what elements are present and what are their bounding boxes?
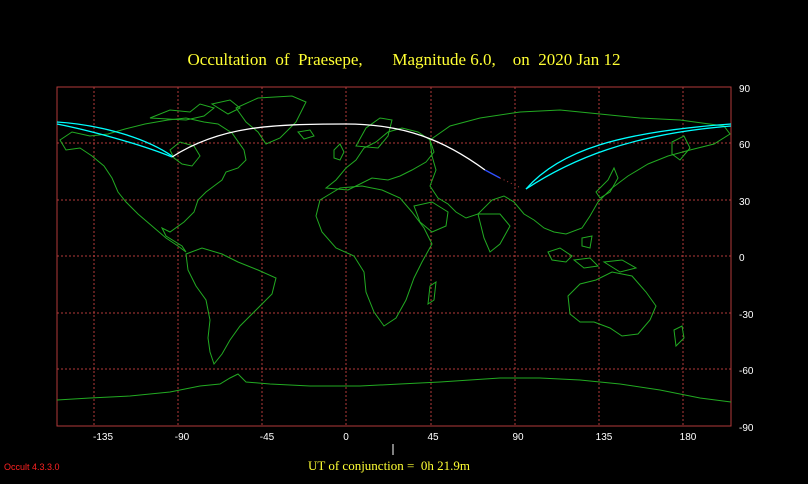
x-tick-label: 90: [512, 432, 524, 443]
coast-antarctica: [56, 373, 732, 403]
coast-iceland: [297, 129, 315, 140]
occultation-paths: [56, 121, 732, 190]
coast-hudson-bay: [169, 141, 201, 167]
twilight-track: [484, 169, 501, 179]
latitude-labels: 90 60 30 0 -30 -60 -90: [739, 84, 754, 434]
x-tick-label: -45: [260, 432, 275, 443]
coast-arctic-islands: [149, 99, 241, 121]
coast-indonesia: [547, 235, 638, 273]
limit-line-east-south: [525, 125, 732, 190]
coast-india: [477, 213, 511, 253]
y-tick-label: 60: [739, 140, 751, 151]
night-track-dots: [499, 177, 522, 189]
coast-africa: [315, 185, 433, 327]
x-tick-label: -90: [175, 432, 190, 443]
x-tick-label: -135: [93, 432, 113, 443]
coast-greenland: [235, 95, 307, 145]
coast-new-zealand: [673, 325, 685, 348]
conjunction-time: UT of conjunction = 0h 21.9m: [308, 458, 470, 473]
coast-north-america: [59, 117, 247, 253]
map-title: Occultation of Praesepe, Magnitude 6.0, …: [187, 50, 621, 69]
coast-europe: [324, 127, 435, 191]
version-label: Occult 4.3.3.0: [4, 462, 60, 472]
longitude-labels: -135 -90 -45 0 45 90 135 180: [93, 432, 697, 443]
limit-line-west-south: [56, 123, 173, 158]
daylight-track: [171, 123, 486, 171]
coast-asia: [429, 109, 731, 235]
coast-south-america: [185, 247, 277, 366]
x-tick-label: 180: [680, 432, 697, 443]
x-tick-label: 45: [427, 432, 439, 443]
y-tick-label: 30: [739, 197, 751, 208]
coast-scandinavia: [355, 117, 393, 149]
limit-line-east-north: [525, 123, 732, 190]
coast-madagascar: [427, 280, 437, 306]
coast-arabia: [413, 201, 449, 233]
x-tick-label: 0: [343, 432, 349, 443]
y-tick-label: 90: [739, 84, 751, 95]
coast-kamchatka: [671, 135, 691, 161]
coastlines: [56, 95, 732, 403]
x-tick-label: 135: [596, 432, 613, 443]
limit-line-west-north: [56, 121, 173, 157]
coast-japan: [595, 166, 619, 199]
coast-australia: [567, 271, 657, 337]
y-tick-label: -30: [739, 310, 754, 321]
graticule: [57, 87, 731, 426]
y-tick-label: 0: [739, 253, 745, 264]
coast-british-isles: [333, 143, 345, 161]
y-tick-label: -60: [739, 366, 754, 377]
y-tick-label: -90: [739, 423, 754, 434]
